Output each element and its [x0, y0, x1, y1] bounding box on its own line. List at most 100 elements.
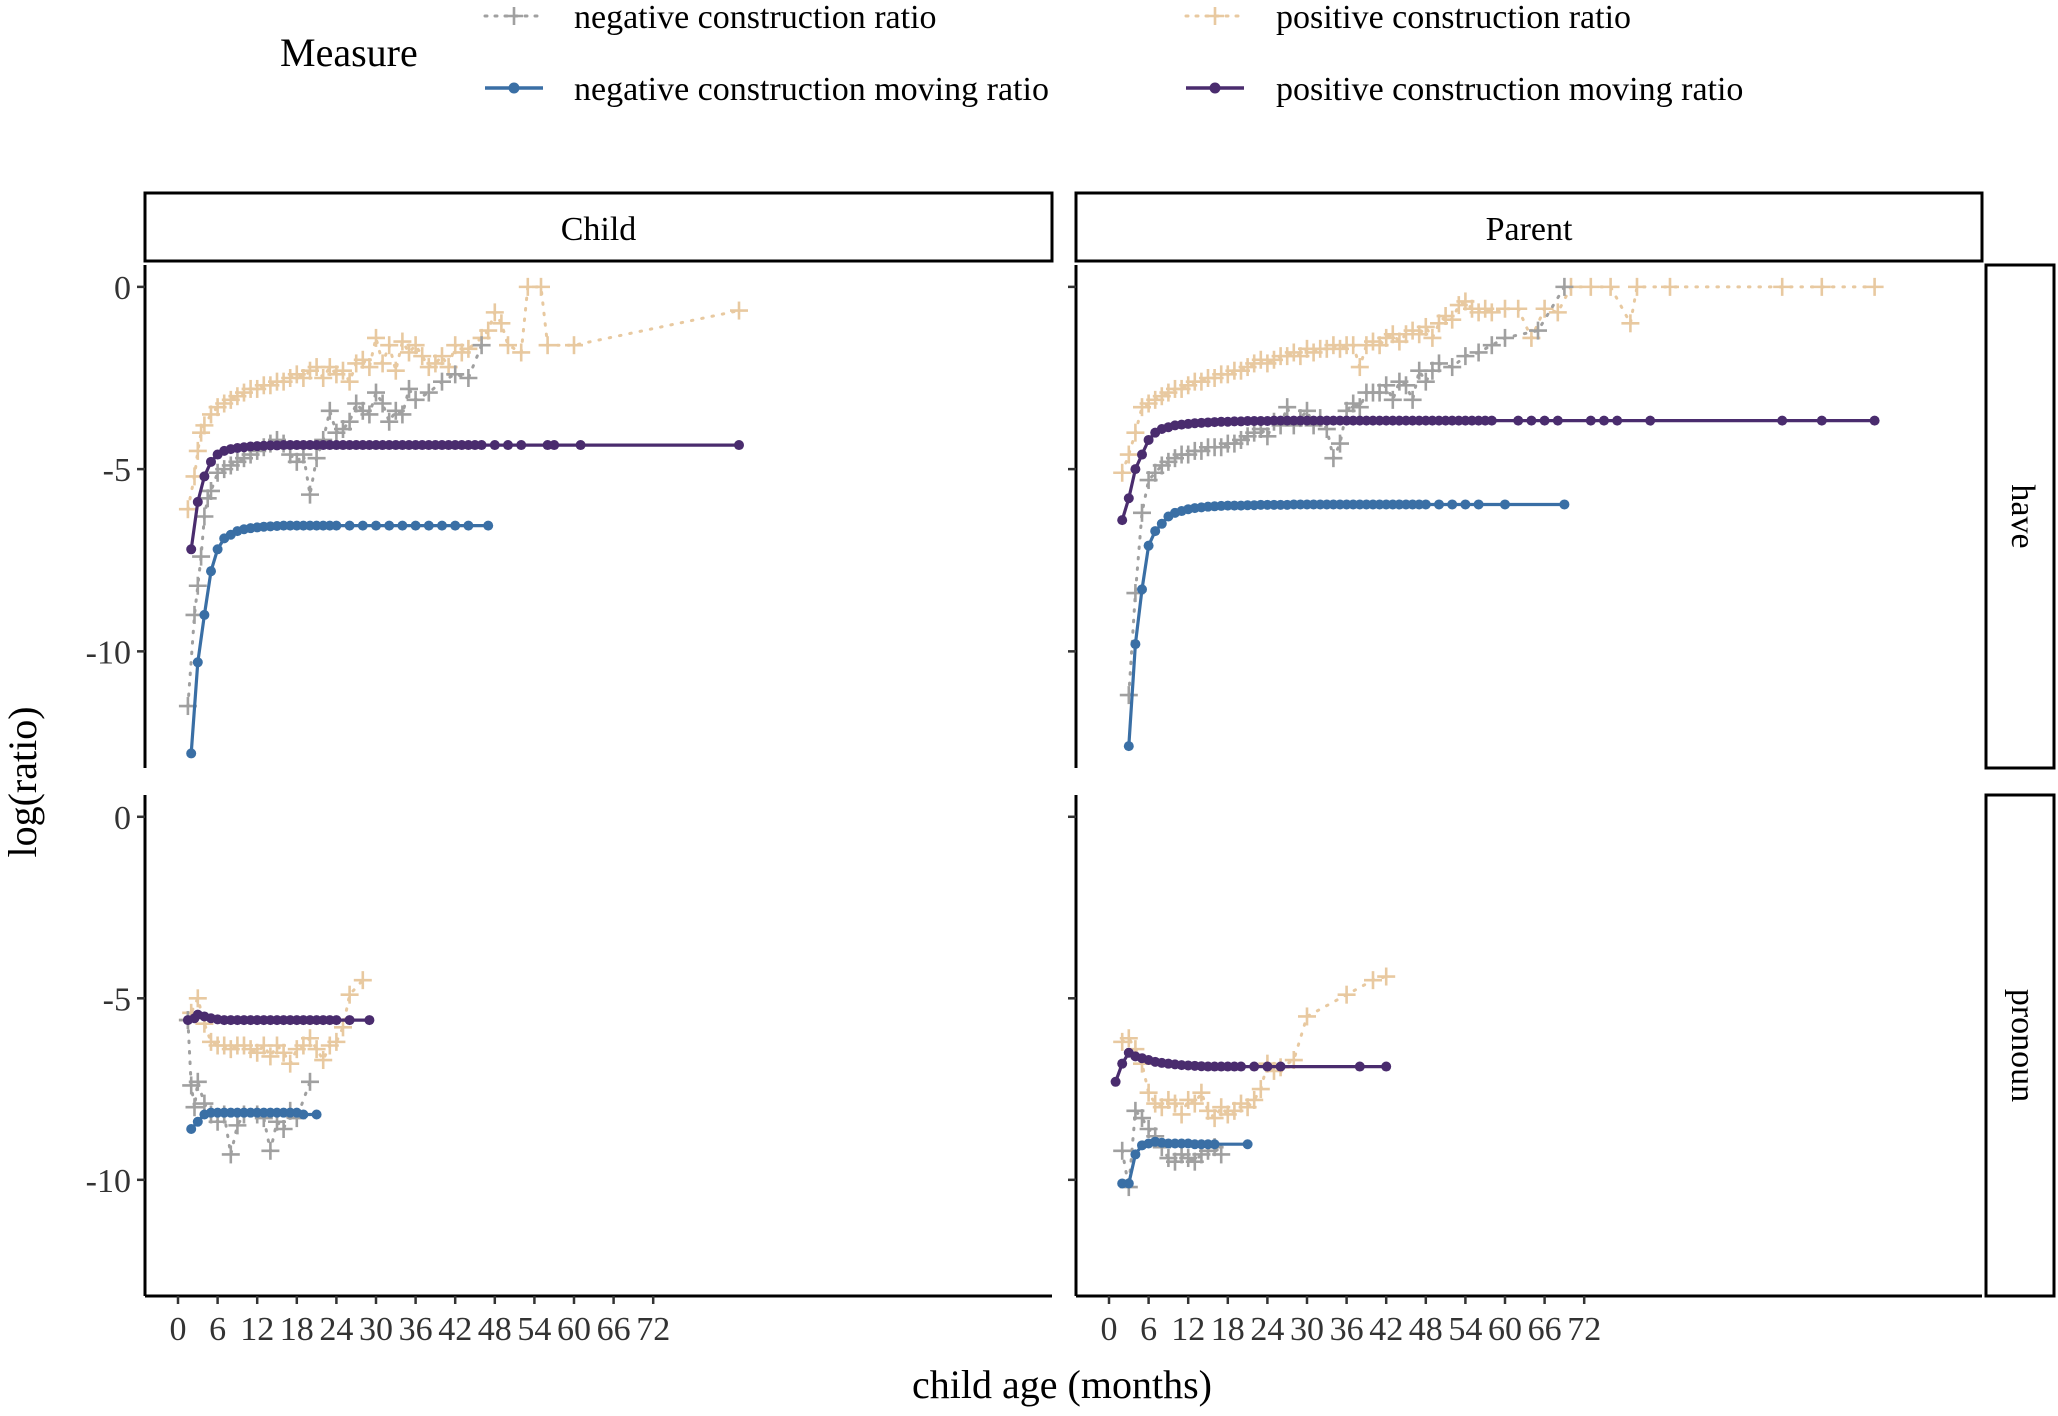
data-point [1645, 415, 1656, 426]
data-point [1130, 464, 1141, 475]
legend-swatch-plus [1206, 7, 1224, 25]
data-point [344, 1015, 355, 1026]
data-point [463, 520, 474, 531]
data-point-plus [565, 336, 583, 355]
data-point-plus [185, 1098, 204, 1117]
y-tick-label: 0 [114, 800, 131, 837]
data-point-plus [261, 1141, 280, 1160]
x-tick-label: 24 [319, 1311, 353, 1348]
legend-entry-pos_ratio: positive construction ratio [1184, 0, 1631, 36]
series-neg_moving [186, 1107, 322, 1134]
data-point-plus [1258, 427, 1277, 446]
data-point-plus [433, 347, 451, 366]
series-line [1120, 975, 1388, 1121]
data-point [1526, 415, 1537, 426]
data-point [1275, 1061, 1286, 1072]
data-point-plus [281, 1054, 300, 1073]
row-strip-label: have [2004, 484, 2041, 548]
data-point [1354, 1061, 1365, 1072]
data-point-plus [367, 328, 385, 347]
data-point-plus [1548, 303, 1567, 322]
x-tick-label: 66 [1528, 1311, 1562, 1348]
x-tick-label: 42 [438, 1311, 472, 1348]
series-neg_moving [186, 520, 494, 759]
row-strip-have: have [1984, 263, 2056, 770]
series-pos_moving [1110, 1047, 1392, 1087]
data-point [1500, 499, 1510, 510]
data-point-plus [512, 343, 531, 362]
data-point-plus [1278, 398, 1297, 417]
data-point [1486, 415, 1497, 426]
x-tick-label: 0 [170, 1311, 187, 1348]
data-point-plus [195, 507, 214, 526]
data-point-plus [1298, 1007, 1316, 1026]
data-point-plus [1469, 343, 1488, 362]
data-point-plus [274, 1043, 293, 1062]
data-point-plus [1324, 449, 1343, 468]
series-pos_moving [1117, 415, 1880, 526]
data-point-plus [307, 449, 326, 468]
data-point [1123, 1178, 1134, 1189]
data-point-plus [1119, 445, 1138, 464]
data-point-plus [1456, 347, 1475, 366]
data-point [1585, 415, 1596, 426]
data-point [549, 440, 560, 451]
data-point-plus [393, 405, 412, 424]
legend-title: Measure [280, 30, 418, 75]
y-tick-label: -5 [103, 452, 131, 489]
x-axis-title: child age (months) [912, 1362, 1212, 1407]
data-point [186, 1124, 197, 1134]
data-point-plus [1509, 299, 1528, 318]
data-point-plus [314, 368, 333, 387]
data-point [423, 520, 434, 531]
data-point [206, 566, 216, 577]
data-point-plus [1529, 321, 1547, 340]
data-point-plus [373, 394, 392, 413]
series-pos_ratio [178, 277, 748, 519]
data-point-plus [1133, 503, 1151, 522]
legend-label: positive construction ratio [1276, 0, 1631, 36]
data-point-plus [188, 1072, 207, 1091]
data-point-plus [538, 336, 557, 355]
series-neg_ratio [178, 1011, 319, 1164]
series-line [186, 285, 741, 511]
data-point-plus [406, 390, 425, 409]
data-point-plus [373, 354, 392, 373]
data-point [1262, 1061, 1273, 1072]
data-point-plus [1865, 277, 1884, 296]
data-point [298, 1109, 309, 1120]
data-point-plus [1133, 1109, 1151, 1128]
facet-strips: Child Parent have pronoun [143, 191, 2056, 1298]
facet-panels: 0-5-100-5-100 6 12 18 24 30 36 42 48 54 60 66 72 0 6 12… [86, 265, 1982, 1348]
data-point [357, 520, 368, 531]
data-point-plus [446, 365, 465, 384]
data-point [331, 1015, 342, 1026]
legend-entry-neg_moving: negative construction moving ratio [485, 71, 1049, 108]
data-point-plus [1185, 1094, 1204, 1113]
data-point-plus [1166, 1094, 1184, 1113]
data-point-plus [353, 971, 372, 990]
data-point [384, 520, 395, 531]
series-pos_ratio [1113, 277, 1884, 482]
column-strip-label: Child [561, 211, 637, 248]
data-point-plus [433, 372, 451, 391]
data-point [1150, 526, 1161, 537]
data-point-plus [1119, 686, 1138, 705]
data-point-plus [413, 347, 432, 366]
data-point-plus [459, 339, 478, 358]
legend-entry-neg_ratio: negative construction ratio [483, 0, 937, 36]
data-point-plus [730, 301, 748, 320]
data-point-plus [479, 321, 498, 340]
x-tick-label: 6 [1140, 1311, 1157, 1348]
data-point [364, 1015, 375, 1026]
data-point-plus [499, 336, 517, 355]
x-tick-label: 72 [1567, 1311, 1601, 1348]
data-point [1460, 499, 1471, 510]
data-point [575, 440, 586, 451]
data-point-plus [393, 332, 412, 351]
data-point-plus [1377, 967, 1396, 986]
data-point [516, 440, 527, 451]
data-point [1117, 515, 1128, 526]
data-point [489, 440, 500, 451]
